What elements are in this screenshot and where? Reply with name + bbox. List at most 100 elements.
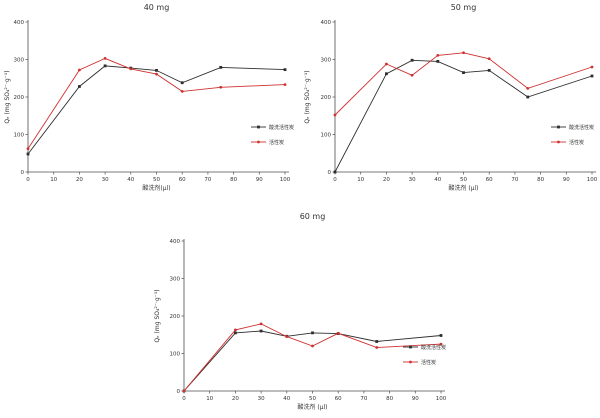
data-point [590,74,594,78]
data-point [182,389,186,393]
x-tick-label: 60 [486,177,493,183]
data-point [410,73,414,77]
data-point [180,89,184,93]
x-tick-label: 20 [76,177,83,183]
y-axis-label: Qₑ (mg SO₄²⁻·g⁻¹) [304,70,311,123]
data-point [462,51,465,55]
x-tick-label: 0 [182,396,186,402]
legend-label: 活性炭 [569,139,584,146]
x-tick-label: 100 [587,177,598,183]
x-tick-label: 90 [256,177,263,183]
axes [183,239,445,392]
data-point [285,335,289,339]
data-point [219,65,223,69]
data-point [410,58,414,62]
data-point [283,83,287,87]
x-tick-label: 30 [258,396,265,402]
x-tick-label: 40 [283,396,290,402]
legend-marker [257,125,260,129]
data-point [219,85,223,89]
data-point [436,53,440,57]
data-point [283,68,287,72]
legend-marker [557,125,560,129]
y-tick-label: 100 [14,133,25,139]
x-tick-label: 70 [511,177,518,183]
data-point [311,331,314,335]
y-tick-label: 400 [321,20,332,26]
data-point [526,86,530,90]
data-point [155,68,158,72]
data-point [336,331,340,335]
chart-plot-50-mg: 50 mg 0 10 20 30 40 50 60 70 80 90 100 0 100 200 300 400… [304,3,598,192]
legend-marker [409,345,412,349]
x-tick-label: 80 [230,177,237,183]
data-point [462,71,465,75]
chart-40mg: 40 mg 0 10 20 30 40 50 60 70 80 90 100 0 100 200 300 400… [0,0,300,209]
x-tick-label: 0 [333,177,337,183]
x-tick-label: 90 [412,396,419,402]
x-axis-label: 酸洗剂(μl) [142,184,170,192]
data-point [385,62,388,66]
data-point [487,68,491,72]
x-axis-label: 酸洗剂 (μl) [297,403,327,411]
chart-title: 50 mg [451,3,477,12]
data-point [436,59,440,63]
data-point [385,72,388,76]
x-tick-label: 30 [102,177,109,183]
data-point [234,331,237,335]
y-tick-label: 100 [321,133,332,139]
axes [27,20,289,173]
data-point [375,346,379,349]
data-point [26,152,30,156]
data-point [78,68,81,72]
x-tick-label: 70 [204,177,211,183]
data-point [259,329,263,333]
chart-60mg: 60 mg 0 10 20 30 40 50 60 70 80 90 100 0 100 200 300 400… [150,209,450,418]
x-tick-label: 40 [434,177,441,183]
x-tick-label: 90 [563,177,570,183]
chart-plot-40-mg: 40 mg 0 10 20 30 40 50 60 70 80 90 100 0 100 200 300 400… [4,3,294,192]
data-point [129,67,133,71]
series-line-0 [334,59,593,173]
y-tick-label: 200 [14,95,25,101]
series-line-1 [334,52,593,116]
x-tick-label: 80 [537,177,544,183]
y-axis-label: Qₑ (mg SO₄²⁻·g⁻¹) [4,70,11,123]
legend-label: 活性炭 [269,139,284,146]
data-point [311,344,314,348]
data-point [180,81,184,85]
x-tick-label: 100 [436,396,447,402]
axes [334,20,596,173]
y-tick-label: 0 [21,170,25,176]
y-tick-label: 0 [328,170,332,176]
y-tick-label: 300 [14,58,25,64]
x-tick-label: 50 [309,396,316,402]
data-point [78,85,81,88]
chart-title: 40 mg [144,3,170,12]
y-tick-label: 300 [170,277,181,283]
x-tick-label: 50 [460,177,467,183]
y-tick-label: 100 [170,352,181,358]
x-tick-label: 20 [383,177,390,183]
y-tick-label: 400 [14,20,25,26]
x-axis-label: 酸洗剂 (μl) [448,184,478,192]
x-tick-label: 10 [206,396,213,402]
data-point [375,340,379,343]
legend-label: 酸洗活性炭 [569,124,594,131]
data-point [259,322,263,326]
y-tick-label: 200 [321,95,332,101]
data-point [439,334,443,337]
series-line-0 [183,330,442,392]
legend-marker [257,140,260,144]
legend-label: 活性炭 [421,359,436,366]
y-tick-label: 300 [321,58,332,64]
data-point [234,328,237,332]
legend-marker [557,140,560,144]
x-tick-label: 0 [26,177,30,183]
data-point [526,95,530,99]
data-point [103,64,107,68]
data-point [590,65,594,69]
chart-title: 60 mg [300,212,326,221]
y-axis-label: Qₑ (mg SO₄²⁻·g⁻¹) [154,289,161,342]
